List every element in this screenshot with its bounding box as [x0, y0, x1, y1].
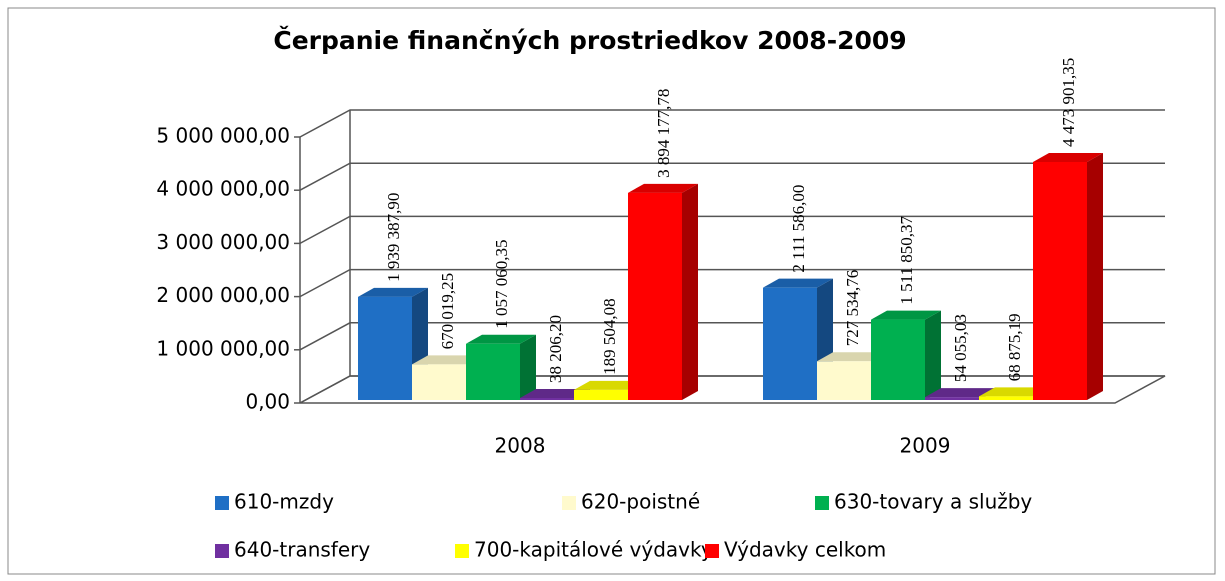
legend-swatch	[562, 496, 576, 510]
y-tick-label: 3 000 000,00	[156, 230, 290, 254]
bar-top	[763, 278, 833, 288]
value-label: 68 875,19	[1005, 313, 1024, 381]
bar	[925, 397, 979, 400]
value-label: 727 534,76	[843, 270, 862, 347]
y-tick-label: 2 000 000,00	[156, 283, 290, 307]
y-tick-label: 1 000 000,00	[156, 336, 290, 360]
bar-top	[574, 380, 644, 390]
bar	[817, 361, 871, 400]
bar	[1033, 161, 1087, 400]
value-label: 4 473 901,35	[1059, 58, 1078, 147]
legend-swatch	[815, 496, 829, 510]
legend-swatch	[215, 544, 229, 558]
legend-label: 630-tovary a služby	[834, 490, 1032, 514]
value-label: 1 939 387,90	[384, 193, 403, 282]
value-label: 1 057 060,35	[492, 240, 511, 329]
value-label: 2 111 586,00	[789, 185, 808, 273]
value-label: 670 019,25	[438, 273, 457, 350]
bar	[628, 192, 682, 400]
grid-line	[299, 268, 1165, 298]
bar-top	[628, 183, 698, 193]
bar-top	[979, 387, 1049, 397]
bar	[763, 287, 817, 400]
y-tick-label: 5 000 000,00	[156, 124, 290, 148]
bar	[520, 397, 574, 400]
bar	[358, 296, 412, 400]
legend-swatch	[215, 496, 229, 510]
bar	[412, 364, 466, 400]
chart-title: Čerpanie finančných prostriedkov 2008-20…	[273, 25, 906, 55]
bar-side	[682, 183, 698, 400]
legend-label: Výdavky celkom	[724, 538, 886, 562]
grid-line	[299, 109, 1165, 138]
legend-swatch	[705, 544, 719, 558]
value-label: 1 511 850,37	[897, 215, 916, 304]
bar	[574, 389, 628, 400]
y-tick-label: 4 000 000,00	[156, 177, 290, 201]
bar-top	[358, 287, 428, 297]
x-tick-label: 2008	[495, 434, 546, 458]
legend-label: 620-poistné	[581, 490, 700, 514]
bar-side	[925, 310, 941, 400]
value-label: 54 055,03	[951, 314, 970, 382]
bar-side	[520, 334, 536, 400]
bar-side	[1087, 152, 1103, 400]
legend-swatch	[455, 544, 469, 558]
chart-border	[7, 7, 1216, 575]
x-tick-label: 2009	[900, 434, 951, 458]
bar	[979, 396, 1033, 400]
bar-top	[925, 388, 995, 398]
bar-top	[520, 388, 590, 398]
value-label: 38 206,20	[546, 315, 565, 383]
bar	[871, 319, 925, 400]
grid-line	[299, 162, 1165, 191]
bar-top	[871, 310, 941, 320]
value-label: 3 894 177,78	[654, 89, 673, 178]
y-tick-label: 0,00	[245, 390, 290, 414]
bar-top	[817, 352, 887, 362]
grid-line	[299, 215, 1165, 245]
bar	[466, 343, 520, 400]
value-label: 189 504,08	[600, 298, 619, 375]
bar-top	[1033, 152, 1103, 162]
bar-top	[412, 355, 482, 365]
bar-top	[466, 334, 536, 344]
legend-label: 640-transfery	[234, 538, 370, 562]
legend-label: 610-mzdy	[234, 490, 334, 514]
legend-label: 700-kapitálové výdavky	[474, 538, 713, 562]
